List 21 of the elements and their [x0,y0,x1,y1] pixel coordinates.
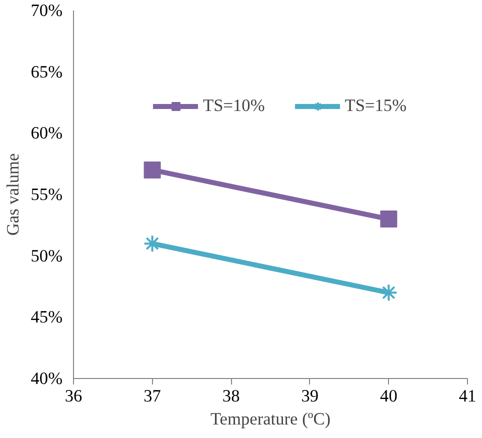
y-axis-title: Gas valume [4,153,23,236]
x-tick-label: 36 [64,386,82,406]
legend-label: TS=10% [203,96,265,116]
point [144,161,161,178]
x-axis-title: Temperature (ºC) [210,410,331,428]
x-tick-label: 39 [301,386,319,406]
x-tick-label: 37 [144,386,162,406]
x-tick-label: 40 [380,386,398,406]
y-tick-label: 55% [30,185,63,204]
y-tick-label: 65% [30,62,63,82]
y-tick-label: 45% [30,308,63,327]
legend-label: TS=15% [344,96,407,116]
y-tick-label: 50% [30,246,63,266]
x-tick-label: 41 [458,386,476,406]
x-tick-label: 38 [222,386,240,406]
y-tick-label: 60% [30,124,63,143]
point [380,284,398,302]
point [380,210,398,228]
y-tick-label: 40% [30,369,63,388]
y-tick-label: 70% [30,1,63,20]
point [143,234,162,253]
